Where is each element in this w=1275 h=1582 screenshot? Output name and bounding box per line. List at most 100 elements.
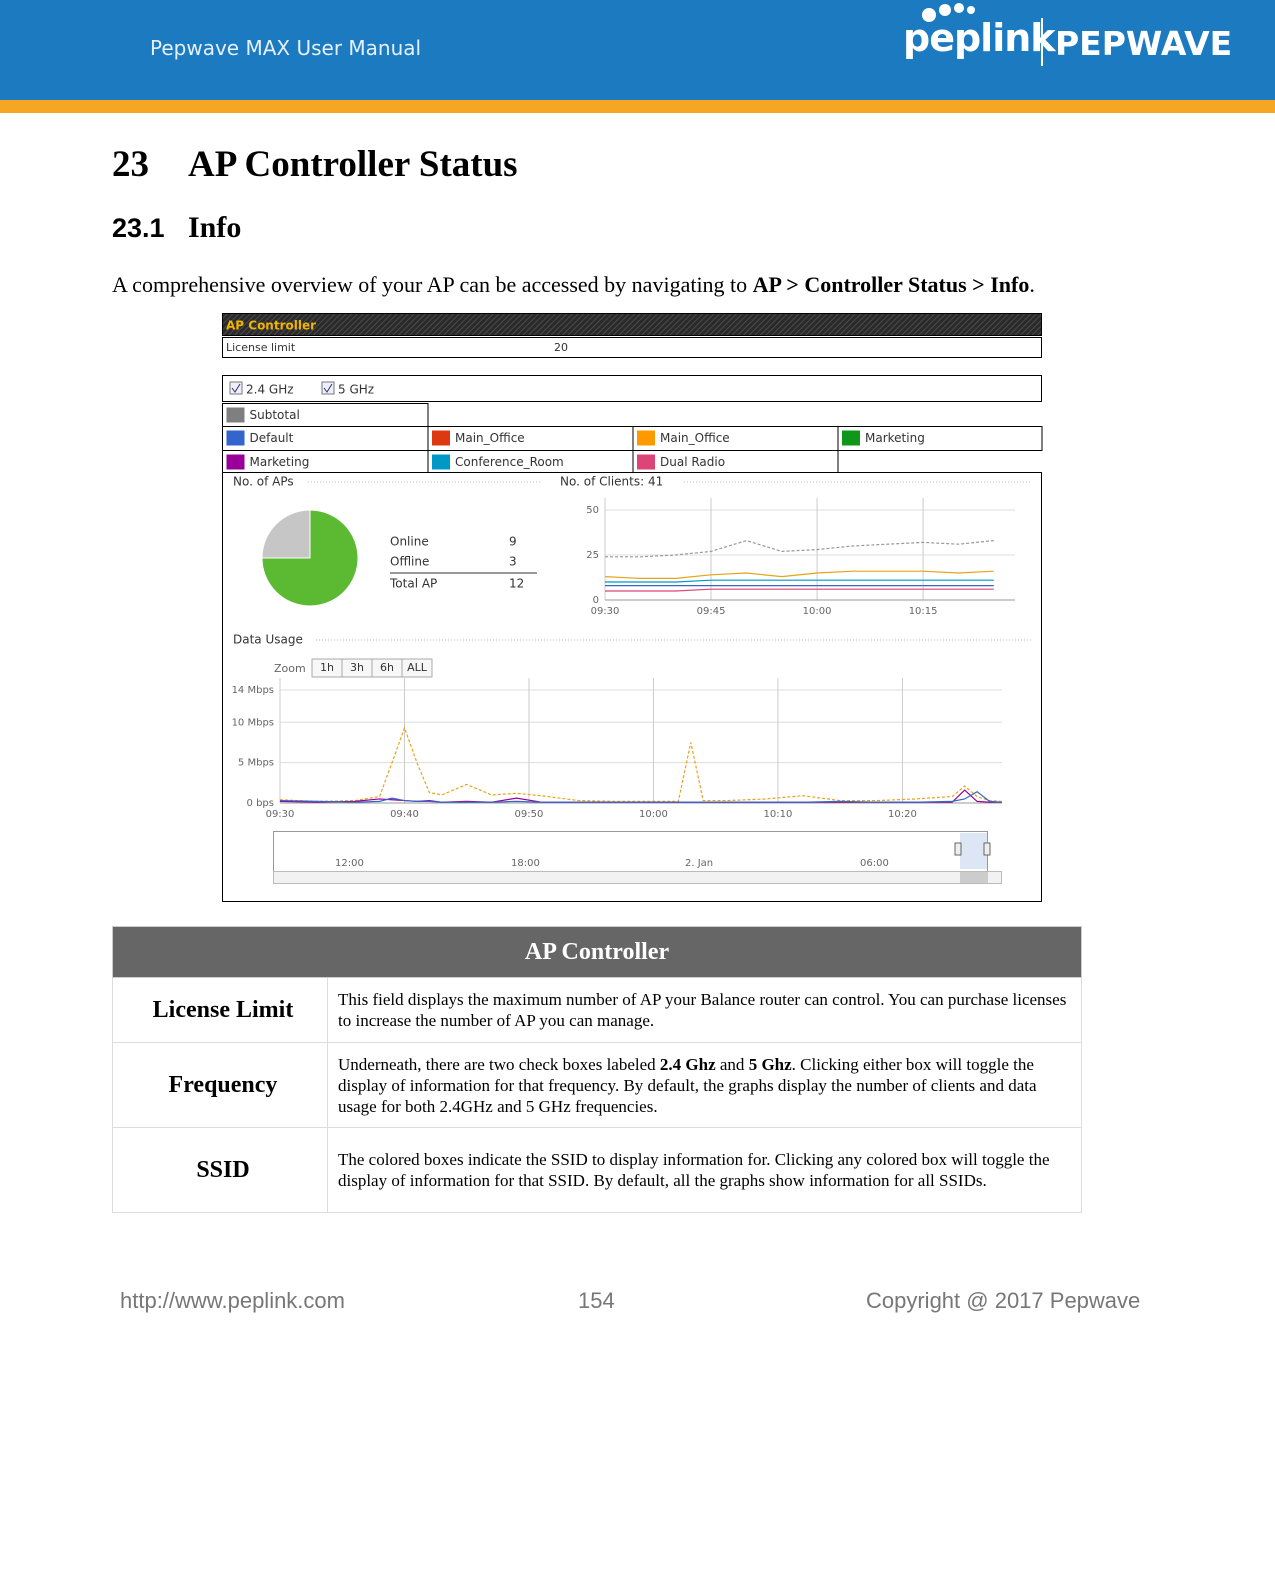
ssid-swatch [226, 407, 245, 423]
chart-title: Data Usage [233, 633, 303, 647]
y-tick-label: 10 Mbps [232, 717, 274, 728]
zoom-button[interactable] [401, 658, 433, 678]
ssid-label: Subtotal [250, 408, 300, 422]
ssid-label: Marketing [865, 431, 925, 445]
table-title: AP Controller [112, 926, 1082, 978]
term: License Limit [112, 977, 328, 1043]
footer-url: http://www.peplink.com [120, 1288, 345, 1313]
navigator-handle[interactable] [983, 842, 991, 856]
ssid-label: Marketing [250, 455, 310, 469]
legend-value: 9 [509, 535, 517, 549]
pie-slice [261, 509, 311, 559]
ssid-cell[interactable] [632, 426, 839, 451]
intro: A comprehensive overview of your AP can … [112, 272, 1035, 298]
text-run: 5 Ghz [748, 1054, 792, 1074]
x-tick-label: 10:00 [803, 606, 832, 617]
checkmark [231, 383, 241, 393]
ssid-label: Dual Radio [660, 455, 725, 469]
ssid-swatch [432, 430, 450, 446]
ssid-label: Default [250, 431, 294, 445]
checkbox[interactable] [229, 381, 243, 395]
x-tick-label: 10:20 [888, 809, 917, 820]
license-value: 20 [554, 341, 568, 354]
checkmark [323, 383, 333, 393]
navigator-label: 12:00 [335, 858, 364, 869]
ssid-label: Conference_Room [455, 455, 564, 469]
x-tick-label: 09:45 [697, 606, 726, 617]
x-tick-label: 10:00 [639, 809, 668, 820]
ssid-swatch [637, 430, 655, 446]
text-run: Underneath, there are two check boxes la… [338, 1054, 660, 1074]
text-run: and [715, 1054, 749, 1074]
x-tick-label: 09:40 [390, 809, 419, 820]
x-tick-label: 10:15 [909, 606, 938, 617]
navigator-handle[interactable] [954, 842, 962, 856]
subsection-number: 23.1 [112, 213, 165, 243]
table-row: Frequency Underneath, there are two check… [112, 1042, 1082, 1128]
legend-label: Total AP [389, 577, 437, 591]
zoom-button-label: 1h [320, 661, 334, 674]
ssid-cell[interactable] [427, 426, 634, 451]
checkbox[interactable] [321, 381, 335, 395]
ssid-label: Main_Office [660, 431, 730, 445]
term: Frequency [112, 1042, 328, 1128]
ssid-swatch [226, 430, 245, 446]
license-row [222, 337, 1042, 358]
x-tick-label: 09:30 [266, 809, 295, 820]
header-bar [0, 0, 1275, 100]
header-stripe [0, 100, 1275, 113]
x-tick-label: 10:10 [764, 809, 793, 820]
zoom-label: Zoom [274, 662, 306, 675]
ssid-cell[interactable] [222, 426, 429, 451]
term: SSID [112, 1127, 328, 1213]
logo: peplink [903, 16, 1056, 60]
zoom-button-label: ALL [407, 661, 428, 674]
panel-title-bar [222, 313, 1042, 336]
x-tick-label: 09:50 [515, 809, 544, 820]
line-series [279, 726, 1003, 802]
section-title: AP Controller Status [188, 144, 518, 185]
panel-title: AP Controller [226, 319, 316, 333]
section-number: 23 [112, 144, 149, 185]
zoom-button-label: 6h [380, 661, 394, 674]
text-run: . [1029, 272, 1035, 297]
line-series [605, 579, 994, 583]
description: This field displays the maximum number o… [327, 977, 1082, 1043]
line-series [605, 588, 994, 592]
text-run: 2.4 Ghz [659, 1054, 716, 1074]
brand: PEPWAVE [1055, 24, 1233, 63]
ssid-swatch [842, 430, 860, 446]
line-series [604, 570, 994, 579]
legend-label: Offline [390, 555, 429, 569]
line-series [279, 790, 1003, 803]
text-run: The colored boxes indicate the SSID to d… [338, 1150, 1050, 1190]
page-number: 154 [578, 1288, 615, 1313]
ssid-swatch [637, 454, 655, 470]
legend-label: Online [390, 535, 429, 549]
description-table: AP Controller License Limit This field di… [112, 926, 1082, 1213]
y-tick-label: 50 [586, 505, 599, 516]
y-tick-label: 25 [586, 550, 599, 561]
chart-title: No. of APs [233, 475, 294, 489]
line-series [605, 539, 994, 558]
ssid-label: Main_Office [455, 431, 525, 445]
scrollbar[interactable] [273, 871, 1002, 884]
text-run: A comprehensive overview of your AP can … [112, 272, 753, 297]
y-tick-label: 14 Mbps [232, 685, 274, 696]
header-title: Pepwave MAX User Manual [150, 36, 422, 60]
ssid-swatch [226, 454, 245, 470]
ssid-cell[interactable] [837, 426, 1043, 451]
logo-divider [1041, 18, 1043, 66]
text-run: . Clicking either box will toggle the di… [338, 1054, 1037, 1116]
navigator-selection [960, 833, 987, 869]
description: The colored boxes indicate the SSID to d… [327, 1127, 1082, 1213]
scrollbar-thumb [960, 872, 988, 883]
subsection-title: Info [188, 211, 242, 244]
text-run: AP > Controller Status > Info [752, 272, 1030, 297]
navigator-label: 06:00 [860, 858, 889, 869]
y-tick-label: 0 bps [247, 798, 274, 809]
navigator-label: 2. Jan [685, 858, 713, 869]
description: Underneath, there are two check boxes la… [327, 1042, 1082, 1128]
screenshot: AP Controller License limit 20 2.4 GHz 5 GHz… [222, 313, 1043, 902]
